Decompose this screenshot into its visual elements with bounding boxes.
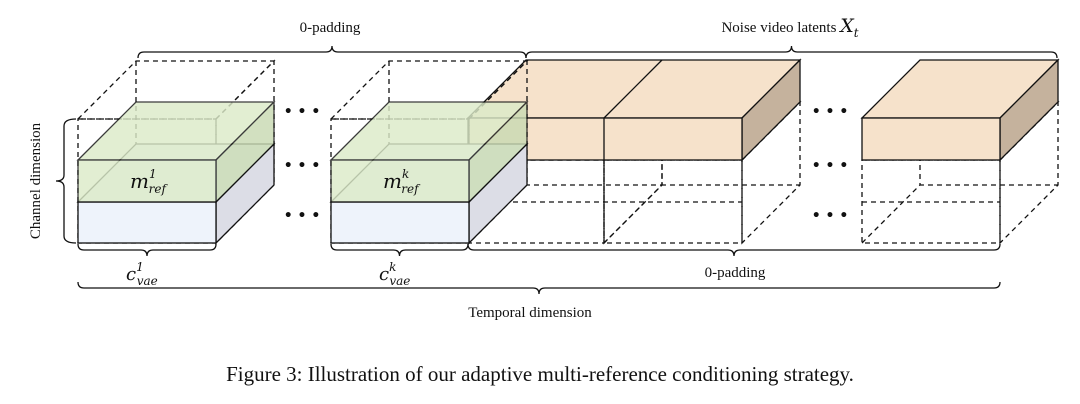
noise-latents-label: Noise video latents Xt [721,15,858,40]
noise-latent-last-front-face [861,117,1001,161]
ref-1-label: m1 ref [130,167,168,196]
ellipsis-ref-top: • • • [284,104,321,120]
reference-block-1-vae-layer-front-face [77,201,217,244]
temporal-brace [77,281,1001,295]
reference-block-k-ref-layer [329,100,529,204]
vae-1-label: c1 vae [126,260,158,288]
channel-brace [55,118,77,244]
vae-1-brace [77,243,217,257]
ellipsis-noise-bot: • • • [812,208,849,224]
reference-block-1-outline-side-face [215,59,275,245]
bottom-padding-label: 0-padding [705,265,766,281]
ref-k-label: mk ref [383,167,421,196]
top-padding-label: 0-padding [300,20,361,36]
reference-block-k-outline-side-face [468,59,528,245]
reference-block-k-ref-layer-front-face [330,159,470,203]
noise-latent-last [860,58,1060,162]
ellipsis-noise-top: • • • [812,104,849,120]
ellipsis-noise-mid: • • • [812,158,849,174]
channel-dimension-label: Channel dimension [28,122,44,239]
temporal-dimension-label: Temporal dimension [468,305,592,321]
top-padding-brace [137,45,527,59]
noise-divider-top [603,59,663,119]
reference-block-1-ref-layer [76,100,276,204]
ellipsis-ref-mid: • • • [284,158,321,174]
reference-block-1-ref-layer-front-face [77,159,217,203]
reference-block-k-vae-layer-front-face [330,201,470,244]
bottom-padding-brace [467,243,1001,257]
noise-latents-brace [525,45,1058,59]
vae-k-label: ck vae [379,260,410,288]
ellipsis-ref-bot: • • • [284,208,321,224]
figure-caption: Figure 3: Illustration of our adaptive m… [226,362,854,386]
vae-k-brace [330,243,469,257]
